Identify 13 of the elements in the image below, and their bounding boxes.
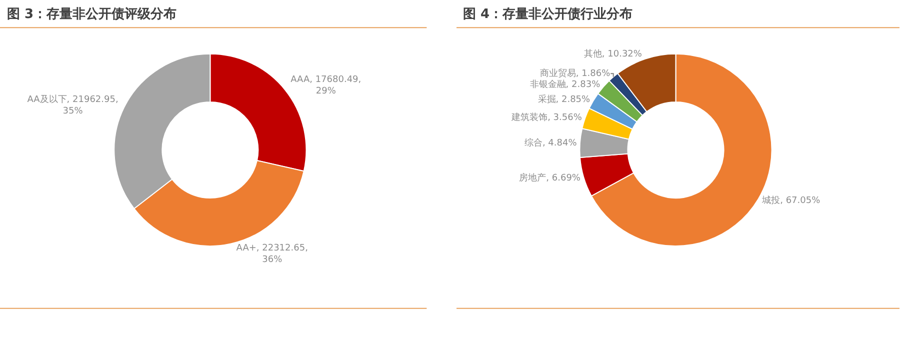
slice-label: 非银金融, 2.83%	[530, 79, 601, 90]
slice-label: 商业贸易, 1.86%	[540, 68, 611, 80]
slice-label: 其他, 10.32%	[584, 48, 642, 60]
slice-label: 城投, 67.05%	[761, 194, 821, 206]
slice-label: AA及以下, 21962.95, 35%	[27, 94, 118, 117]
slice-label: 采掘, 2.85%	[538, 94, 591, 105]
slice-label: 综合, 4.84%	[524, 137, 578, 148]
slice-label: AA+, 22312.65, 36%	[236, 243, 308, 265]
slice-label: 房地产, 6.69%	[519, 172, 581, 184]
chart-title: 图 3：存量非公开债评级分布	[7, 7, 177, 22]
chart-title: 图 4：存量非公开债行业分布	[463, 7, 633, 22]
slice-label: 建筑装饰, 3.56%	[510, 112, 582, 124]
slice-label: AAA, 17680.49, 29%	[290, 74, 362, 97]
